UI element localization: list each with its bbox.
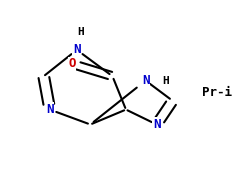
Text: N: N [46, 103, 54, 116]
Text: N: N [153, 118, 160, 131]
Text: N: N [73, 43, 81, 56]
Text: Pr-i: Pr-i [202, 85, 232, 99]
Text: O: O [68, 57, 76, 70]
Text: H: H [162, 76, 169, 86]
Text: H: H [77, 27, 84, 37]
Text: N: N [142, 74, 149, 87]
